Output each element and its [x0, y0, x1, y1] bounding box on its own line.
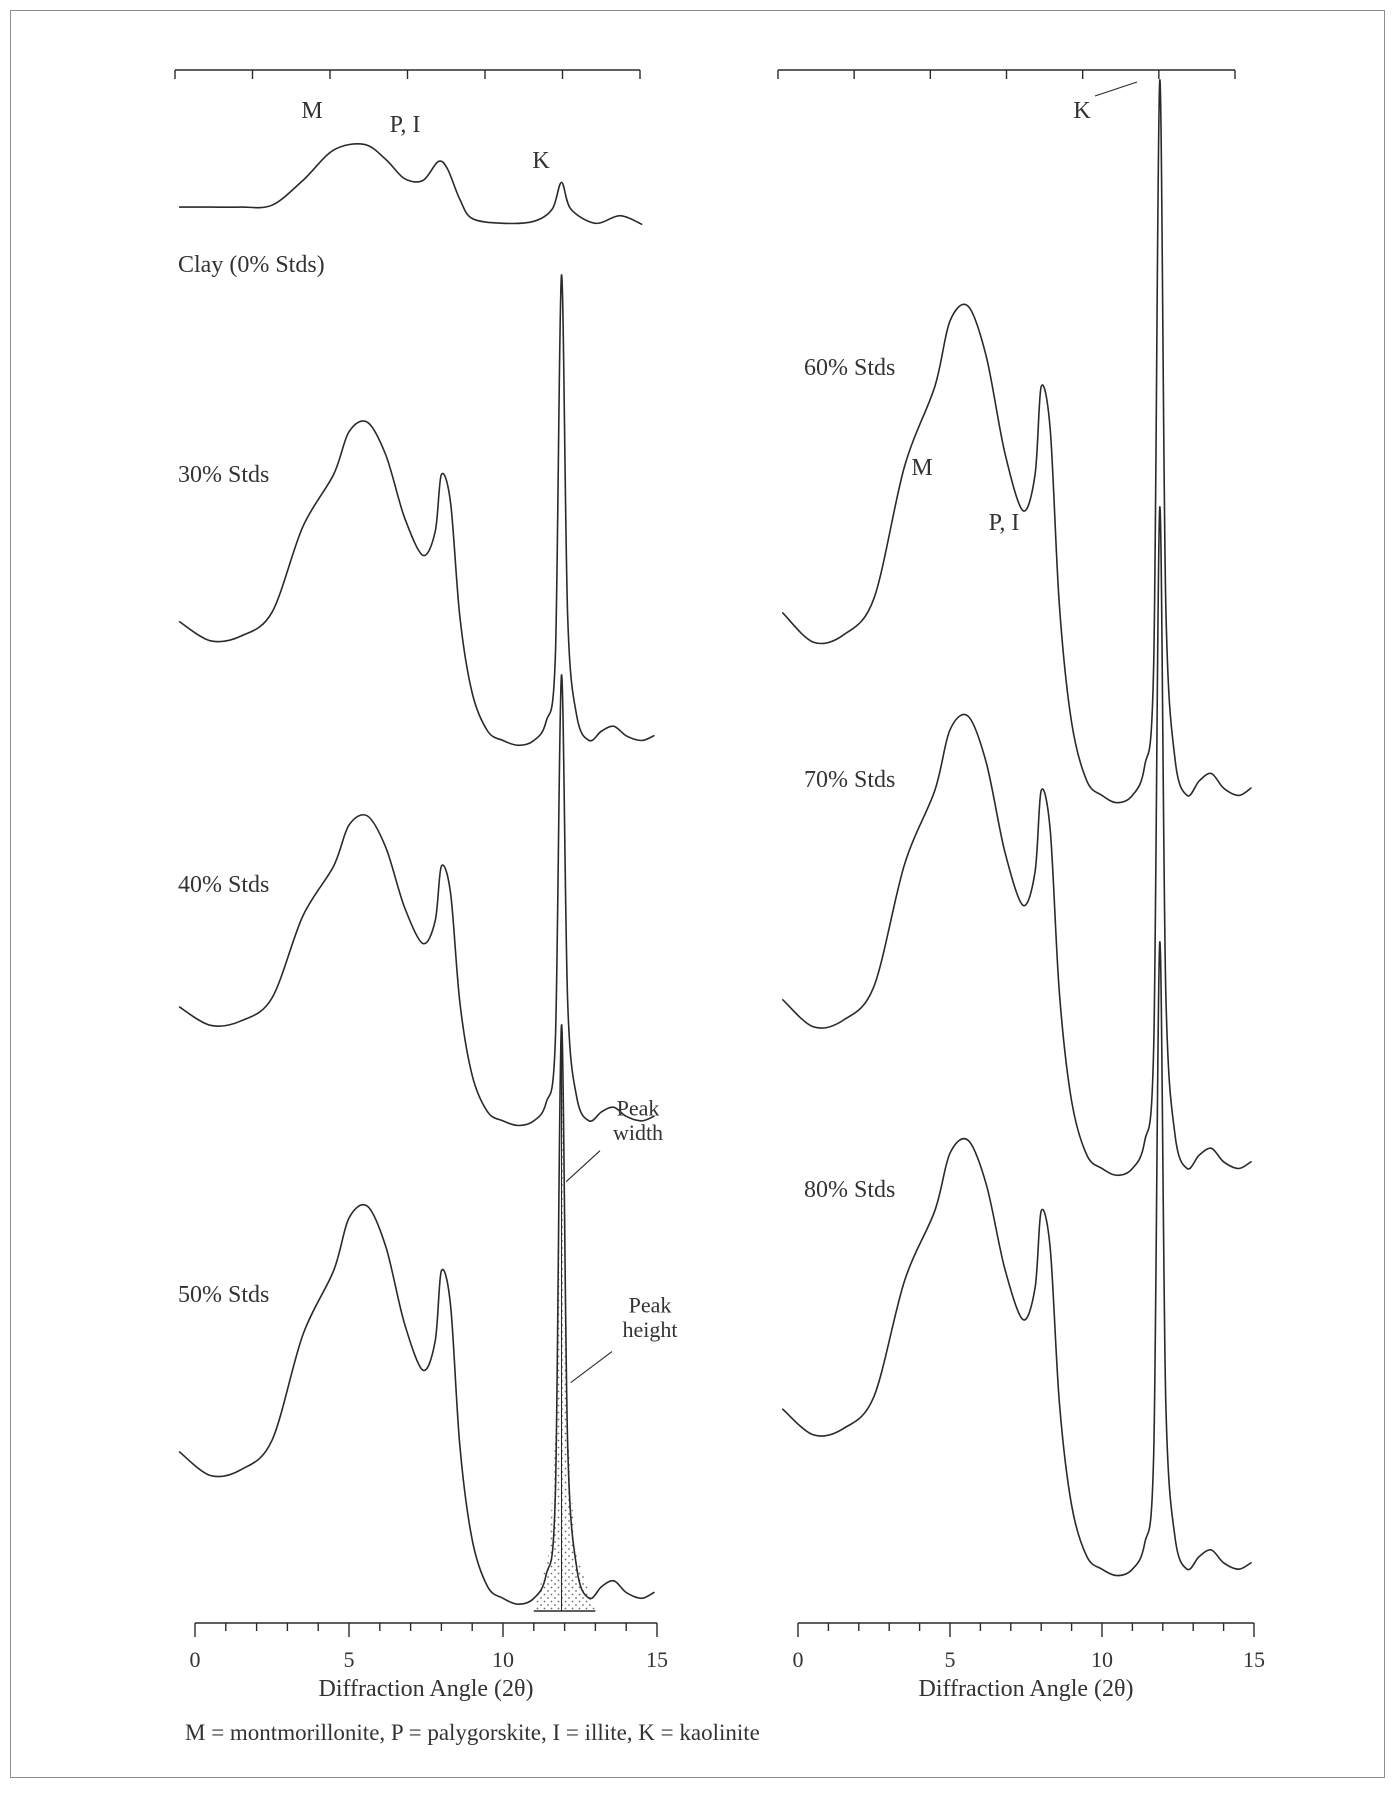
- x-tick-label: 15: [1243, 1647, 1265, 1672]
- x-tick-label: 10: [1091, 1647, 1113, 1672]
- series-line: [178, 1024, 655, 1605]
- mineral-legend: M = montmorillonite, P = palygorskite, I…: [185, 1720, 760, 1745]
- x-tick-label: 5: [945, 1647, 956, 1672]
- peak-label-k-leader: [1094, 81, 1138, 97]
- figure-frame: [10, 10, 1385, 1778]
- series-line: [782, 506, 1252, 1177]
- x-axis-title: Diffraction Angle (2θ): [319, 1676, 534, 1702]
- peak-label-p-i: P, I: [390, 112, 421, 138]
- series-line: [782, 941, 1252, 1577]
- x-tick-label: 0: [793, 1647, 804, 1672]
- series-label: 80% Stds: [804, 1177, 895, 1203]
- peak-label-p-i: P, I: [989, 510, 1020, 536]
- peak-label-m: M: [911, 455, 932, 481]
- peak-label-m: M: [301, 98, 322, 124]
- series-label: 60% Stds: [804, 355, 895, 381]
- peak-area-shading: [533, 1025, 596, 1610]
- peak-width-leader: [565, 1150, 601, 1183]
- peak-label-k: K: [1073, 98, 1091, 124]
- peak-height-label: Peak height: [623, 1293, 678, 1342]
- series-label: 70% Stds: [804, 767, 895, 793]
- peak-width-label: Peak width: [613, 1096, 663, 1145]
- peak-height-leader: [570, 1351, 613, 1384]
- series-label: Clay (0% Stds): [178, 252, 325, 278]
- x-axis-title: Diffraction Angle (2θ): [919, 1676, 1134, 1702]
- series-line: [178, 274, 655, 747]
- series-line: [178, 674, 655, 1127]
- series-label: 50% Stds: [178, 1282, 269, 1308]
- peak-label-k: K: [532, 148, 550, 174]
- series-label: 40% Stds: [178, 872, 269, 898]
- series-line: [782, 79, 1252, 804]
- series-label: 30% Stds: [178, 462, 269, 488]
- x-tick-label: 5: [344, 1647, 355, 1672]
- x-tick-label: 10: [492, 1647, 514, 1672]
- x-tick-label: 15: [646, 1647, 668, 1672]
- x-tick-label: 0: [190, 1647, 201, 1672]
- series-line: [178, 143, 643, 225]
